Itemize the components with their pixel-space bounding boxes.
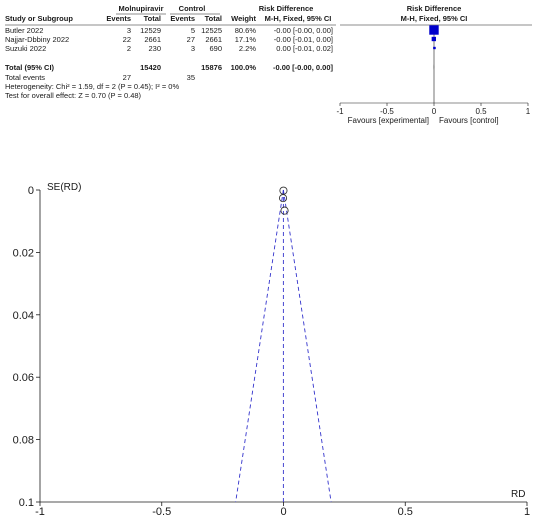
events-2: 3 <box>191 44 195 53</box>
funnel-lines <box>235 189 332 503</box>
header-rd-method-plot: M-H, Fixed, 95% CI <box>401 14 468 23</box>
y-tick-label: 0.06 <box>13 372 34 384</box>
x-tick-label: 1 <box>524 506 530 518</box>
total-ci: -0.00 [-0.00, 0.00] <box>273 63 334 72</box>
forest-marks <box>429 25 439 70</box>
forest-tick-label: 1 <box>526 107 531 116</box>
funnel-right-line <box>282 189 332 503</box>
header-rd-title-plot: Risk Difference <box>407 4 462 13</box>
forest-axis-ticks: -1 -0.5 0 0.5 1 <box>336 103 531 116</box>
forest-plot: Molnupiravir Control Risk Difference Ris… <box>5 4 532 125</box>
forest-tick-label: 0.5 <box>475 107 487 116</box>
total-2: 12525 <box>201 26 222 35</box>
forest-tick-label: -0.5 <box>380 107 394 116</box>
weight: 2.2% <box>239 44 256 53</box>
events-1: 22 <box>123 35 131 44</box>
total-1: 230 <box>148 44 161 53</box>
funnel-axes: 0 0.02 0.04 0.06 0.08 0.1-1 -0.5 0 0.5 1 <box>13 185 530 518</box>
events-1: 3 <box>127 26 131 35</box>
forest-tick-label: -1 <box>336 107 344 116</box>
funnel-left-line <box>235 189 284 503</box>
table-row: Butler 2022 3 12529 5 12525 80.6% -0.00 … <box>5 26 333 35</box>
total-events-label: Total events <box>5 73 45 82</box>
weight: 17.1% <box>235 35 257 44</box>
total-1: 12529 <box>140 26 161 35</box>
rd-ci: -0.00 [-0.00, 0.00] <box>274 26 333 35</box>
total-events-1: 27 <box>123 73 131 82</box>
favours-control: Favours [control] <box>439 116 499 125</box>
header-rd-method: M-H, Fixed, 95% CI <box>265 14 332 23</box>
y-tick-label: 0.08 <box>13 435 34 447</box>
total-weight: 100.0% <box>231 63 257 72</box>
total-1: 2661 <box>144 35 161 44</box>
study-name: Butler 2022 <box>5 26 43 35</box>
header-total-2: Total <box>205 14 222 23</box>
header-events-2: Events <box>170 14 195 23</box>
study-square <box>433 46 436 50</box>
table-row: Najjar-Dbbiny 2022 22 2661 27 2661 17.1%… <box>5 35 333 44</box>
total-2: 690 <box>209 44 222 53</box>
funnel-points <box>278 186 289 215</box>
events-2: 27 <box>187 35 195 44</box>
x-tick-label: 0 <box>280 506 286 518</box>
study-point <box>278 194 288 203</box>
y-tick-label: 0 <box>28 185 34 197</box>
table-row: Suzuki 2022 2 230 3 690 2.2% 0.00 [-0.01… <box>5 44 333 53</box>
y-tick-label: 0.04 <box>13 310 34 322</box>
heterogeneity-text: Heterogeneity: Chi² = 1.59, df = 2 (P = … <box>5 82 179 91</box>
header-total-1: Total <box>144 14 161 23</box>
total-events-2: 35 <box>187 73 195 82</box>
study-square <box>431 36 436 42</box>
header-events-1: Events <box>106 14 131 23</box>
x-axis-label: RD <box>511 489 525 500</box>
header-molnupiravir: Molnupiravir <box>118 4 163 13</box>
x-tick-label: 0.5 <box>398 506 413 518</box>
study-name: Suzuki 2022 <box>5 44 46 53</box>
total-label: Total (95% CI) <box>5 63 55 72</box>
rd-ci: -0.00 [-0.01, 0.00] <box>274 35 333 44</box>
header-weight: Weight <box>231 14 256 23</box>
header-study: Study or Subgroup <box>5 14 73 23</box>
total-2: 2661 <box>205 35 222 44</box>
rd-ci: 0.00 [-0.01, 0.02] <box>276 44 333 53</box>
overall-effect-text: Test for overall effect: Z = 0.70 (P = 0… <box>5 91 142 100</box>
events-1: 2 <box>127 44 131 53</box>
x-tick-label: -1 <box>35 506 45 518</box>
y-tick-label: 0.1 <box>19 497 34 509</box>
x-tick-label: -0.5 <box>152 506 171 518</box>
total-events-row: Total events 27 35 <box>5 73 195 82</box>
y-axis-label: SE(RD) <box>47 182 81 193</box>
forest-tick-label: 0 <box>432 107 437 116</box>
funnel-plot: 0 0.02 0.04 0.06 0.08 0.1-1 -0.5 0 0.5 1 SE(RD) R… <box>13 182 530 518</box>
y-tick-label: 0.02 <box>13 247 34 259</box>
weight: 80.6% <box>235 26 257 35</box>
favours-experimental: Favours [experimental] <box>348 116 429 125</box>
total-row: Total (95% CI) 15420 15876 100.0% -0.00 … <box>5 63 333 72</box>
total-1: 15420 <box>140 63 161 72</box>
study-square <box>429 25 439 35</box>
events-2: 5 <box>191 26 195 35</box>
study-point <box>280 206 289 215</box>
total-2: 15876 <box>201 63 222 72</box>
header-control: Control <box>179 4 206 13</box>
study-name: Najjar-Dbbiny 2022 <box>5 35 69 44</box>
header-rd-title: Risk Difference <box>259 4 314 13</box>
